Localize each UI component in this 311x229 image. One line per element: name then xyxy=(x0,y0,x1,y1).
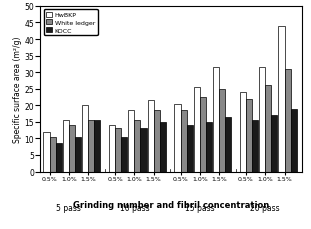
Bar xyxy=(82,106,88,172)
Bar xyxy=(206,122,212,172)
Bar xyxy=(225,117,231,172)
Bar xyxy=(213,68,219,172)
Bar xyxy=(88,121,94,172)
Bar xyxy=(240,93,246,172)
Text: 5 pass: 5 pass xyxy=(57,203,81,212)
Bar xyxy=(291,109,297,172)
Bar xyxy=(49,137,56,172)
Bar xyxy=(56,144,62,172)
Bar xyxy=(278,27,285,172)
Bar xyxy=(141,129,146,172)
Bar xyxy=(180,111,187,172)
Bar xyxy=(200,98,206,172)
Bar xyxy=(75,137,81,172)
Bar xyxy=(187,125,193,172)
Bar xyxy=(272,116,277,172)
Bar xyxy=(285,70,291,172)
Bar xyxy=(147,101,154,172)
X-axis label: Grinding number and fibril concentration: Grinding number and fibril concentration xyxy=(73,200,269,209)
Bar xyxy=(69,125,75,172)
Bar xyxy=(160,122,166,172)
Y-axis label: Specific surface area (m²/g): Specific surface area (m²/g) xyxy=(13,36,22,142)
Text: 10 pass: 10 pass xyxy=(119,203,149,212)
Bar xyxy=(63,121,69,172)
Bar xyxy=(194,88,200,172)
Bar xyxy=(252,121,258,172)
Bar xyxy=(121,137,127,172)
Legend: HwBKP, White ledger, KOCC: HwBKP, White ledger, KOCC xyxy=(44,10,98,36)
Bar xyxy=(128,111,134,172)
Bar xyxy=(246,99,252,172)
Bar xyxy=(174,104,180,172)
Text: 20 pass: 20 pass xyxy=(250,203,280,212)
Bar xyxy=(109,125,115,172)
Text: 15 pass: 15 pass xyxy=(185,203,215,212)
Bar xyxy=(115,129,121,172)
Bar xyxy=(44,132,49,172)
Bar xyxy=(259,68,265,172)
Bar xyxy=(134,121,141,172)
Bar xyxy=(265,86,272,172)
Bar xyxy=(219,89,225,172)
Bar xyxy=(94,121,100,172)
Bar xyxy=(154,111,160,172)
